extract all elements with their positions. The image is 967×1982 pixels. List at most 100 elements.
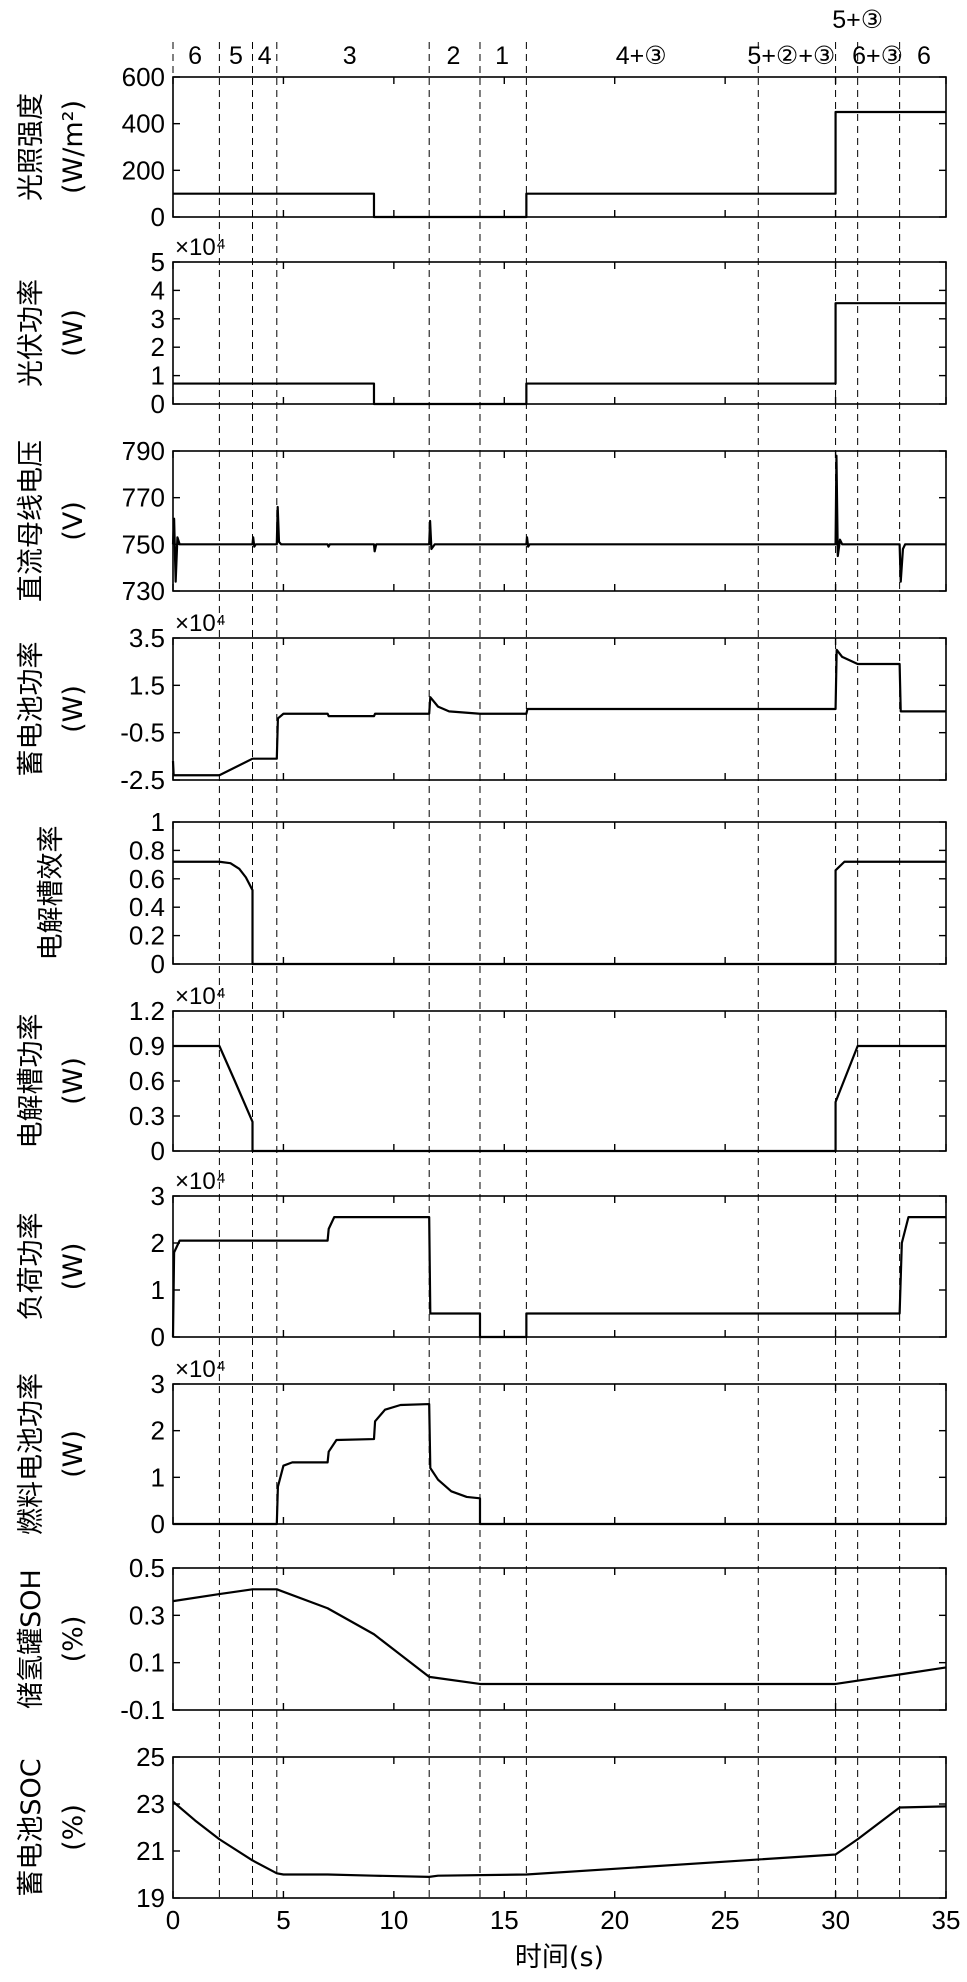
y-axis-label: 光照强度 (16, 93, 47, 201)
y-axis-label: 储氢罐SOH (16, 1569, 47, 1709)
series-line (171, 454, 946, 583)
y-tick-label: 0.3 (129, 1101, 165, 1131)
exponent-multiplier: ×10⁴ (175, 1168, 226, 1195)
y-tick-label: 1.5 (129, 670, 165, 700)
plot-area-frame (172, 76, 947, 218)
stage-label: 4+③ (616, 42, 667, 70)
y-axis-label: 负荷功率 (16, 1213, 47, 1321)
chart-panel: -2.5 -0.5 1.5 3.5 ×10⁴ 蓄电池功率 (W) (16, 610, 947, 795)
y-tick-label: 730 (122, 576, 165, 606)
y-axis-label: 光伏功率 (16, 279, 47, 387)
chart-panel: 0 1 2 3 ×10⁴ 燃料电池功率 (W) (16, 1356, 947, 1539)
x-axis-label: 时间(s) (515, 1942, 604, 1973)
y-axis-label: 蓄电池SOC (16, 1758, 47, 1896)
stage-label: 2 (447, 42, 461, 70)
y-tick-label: 1 (151, 807, 165, 837)
stage-label: 1 (495, 42, 509, 70)
y-tick-label: 0.4 (129, 892, 165, 922)
y-tick-label: 3 (151, 1181, 165, 1211)
y-tick-label: 3 (151, 1369, 165, 1399)
y-tick-label: 2 (151, 1416, 165, 1446)
x-tick-label: 30 (821, 1905, 850, 1935)
y-tick-label: 200 (122, 155, 165, 185)
y-axis-label: (W/m²) (58, 100, 89, 194)
y-tick-label: 25 (136, 1742, 165, 1772)
y-tick-label: 2 (151, 1228, 165, 1258)
y-tick-label: 0 (151, 202, 165, 232)
y-axis-label: (W) (58, 1243, 89, 1291)
y-axis-label: 电解槽效率 (36, 826, 67, 961)
y-axis-label: 直流母线电压 (16, 440, 47, 602)
chart-panel: -0.1 0.1 0.3 0.5 储氢罐SOH (%) (16, 1553, 947, 1725)
series-line (172, 1588, 947, 1686)
series-line (171, 648, 946, 777)
stage-label: 6 (917, 42, 931, 70)
y-tick-label: 0 (151, 1322, 165, 1352)
y-tick-label: 0.2 (129, 921, 165, 951)
y-tick-label: 0.1 (129, 1648, 165, 1678)
y-tick-label: 400 (122, 109, 165, 139)
y-tick-label: 0.6 (129, 864, 165, 894)
y-axis-label: (%) (58, 1804, 89, 1851)
y-tick-label: 0.6 (129, 1066, 165, 1096)
y-axis-label: 蓄电池功率 (16, 642, 47, 777)
plot-area-frame (172, 1383, 947, 1525)
y-axis-label: (W) (58, 1057, 89, 1105)
y-axis-label: 燃料电池功率 (16, 1373, 47, 1535)
y-tick-label: 1 (151, 1462, 165, 1492)
y-axis-label: (W) (58, 685, 89, 733)
chart-panel: 00.20.40.60.81 电解槽效率 (36, 807, 947, 979)
series-line (173, 302, 946, 406)
chart-panel: 19 21 23 25 蓄电池SOC (%) (16, 1742, 947, 1913)
y-tick-label: 0 (151, 1509, 165, 1539)
y-tick-label: 0.8 (129, 835, 165, 865)
exponent-multiplier: ×10⁴ (175, 1356, 226, 1383)
x-axis: 0 5 10 15 20 25 30 35 时间(s) (166, 1905, 961, 1973)
plot-area-frame (172, 450, 947, 592)
x-tick-label: 25 (711, 1905, 740, 1935)
y-axis-label: 电解槽功率 (16, 1014, 47, 1149)
plot-area-frame (172, 821, 947, 965)
y-tick-label: 1 (151, 1275, 165, 1305)
plot-area-frame (172, 1567, 947, 1711)
chart-panel: 0 200 400 600 光照强度 (W/m²) (16, 62, 947, 232)
y-tick-label: 0 (151, 1136, 165, 1166)
y-tick-label: 0.5 (129, 1553, 165, 1583)
y-tick-label: 3 (151, 304, 165, 334)
plot-area-frame (172, 261, 947, 405)
stage-label: 5 (229, 42, 243, 70)
y-tick-label: 750 (122, 529, 165, 559)
stage-label: 6 (188, 42, 202, 70)
stage-boundary-lines: 6 5 4 3 2 1 4+③ 5+②+③ 6+③ 65+③ (172, 6, 931, 1898)
series-line (173, 1044, 946, 1153)
y-tick-label: 770 (122, 483, 165, 513)
y-tick-label: 19 (136, 1883, 165, 1913)
y-tick-label: 23 (136, 1789, 165, 1819)
y-tick-label: -0.1 (120, 1695, 165, 1725)
chart-panel: 0 1 2 3 ×10⁴ 负荷功率 (W) (16, 1168, 947, 1352)
series-line (171, 1216, 946, 1339)
y-tick-label: 1 (151, 361, 165, 391)
y-tick-label: 21 (136, 1836, 165, 1866)
chart-panel: 0 0.3 0.6 0.9 1.2 ×10⁴ 电解槽功率 (W) (16, 983, 947, 1166)
y-tick-label: 1.2 (129, 996, 165, 1026)
y-tick-label: 790 (122, 436, 165, 466)
y-axis-label: (W) (58, 1430, 89, 1478)
x-tick-label: 5 (276, 1905, 290, 1935)
series-line (172, 1800, 947, 1878)
exponent-multiplier: ×10⁴ (175, 610, 226, 637)
y-axis-label: (W) (58, 309, 89, 357)
y-tick-label: 0 (151, 949, 165, 979)
y-tick-label: 5 (151, 247, 165, 277)
y-tick-label: -0.5 (120, 718, 165, 748)
x-tick-label: 35 (932, 1905, 961, 1935)
chart-panel: 730 750 770 790 直流母线电压 (V) (16, 436, 947, 606)
x-tick-label: 20 (600, 1905, 629, 1935)
y-tick-label: 0.9 (129, 1031, 165, 1061)
series-line (173, 1402, 946, 1526)
y-axis-label: (V) (58, 501, 89, 541)
exponent-multiplier: ×10⁴ (175, 234, 226, 261)
stage-label: 6+③ (852, 42, 903, 70)
